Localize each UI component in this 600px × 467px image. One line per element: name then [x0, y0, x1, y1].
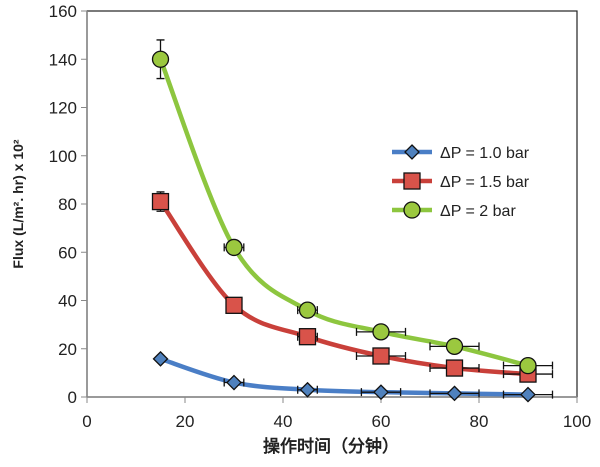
series-1	[151, 191, 554, 383]
y-tick-label: 120	[49, 99, 77, 118]
y-tick-label: 160	[49, 2, 77, 21]
series-layer	[151, 39, 554, 403]
data-point	[446, 385, 463, 402]
legend: ΔP = 1.0 bar ΔP = 1.5 bar ΔP = 2 bar	[392, 144, 530, 220]
y-tick-label: 20	[58, 340, 77, 359]
data-point	[298, 301, 317, 319]
data-point	[372, 323, 390, 341]
data-point	[151, 50, 170, 68]
y-tick-label: 40	[58, 292, 77, 311]
x-axis-label: 操作时间（分钟）	[263, 436, 399, 456]
data-point	[225, 296, 243, 314]
legend-label: ΔP = 1.0 bar	[440, 145, 530, 162]
y-tick-label: 0	[68, 388, 77, 407]
legend-label: ΔP = 2 bar	[440, 203, 516, 220]
y-tick-label: 80	[58, 195, 77, 214]
series-2	[151, 39, 554, 375]
data-point	[445, 337, 464, 355]
y-tick-label: 140	[49, 50, 77, 69]
x-tick-label: 20	[176, 412, 195, 431]
x-tick-label: 40	[274, 412, 293, 431]
legend-marker	[404, 144, 420, 160]
data-point	[151, 192, 170, 211]
data-point	[372, 347, 390, 365]
series-line	[158, 200, 529, 377]
axes: 0 20 40 60 80 100 120 140 160 0 20 40 60 80 100	[49, 2, 592, 431]
data-point	[373, 384, 389, 401]
series-line	[159, 356, 529, 397]
x-tick-label: 80	[470, 412, 489, 431]
legend-marker	[403, 172, 421, 190]
legend-marker	[403, 201, 421, 219]
x-tick-label: 0	[82, 412, 91, 431]
data-point	[445, 359, 464, 377]
data-point	[298, 328, 317, 346]
data-point	[226, 374, 242, 391]
data-point	[519, 356, 537, 375]
y-axis-label: Flux (L/m². hr) x 10²	[10, 139, 26, 268]
legend-label: ΔP = 1.5 bar	[440, 174, 530, 191]
x-tick-label: 100	[563, 412, 591, 431]
data-point	[299, 381, 316, 398]
x-tick-label: 60	[372, 412, 391, 431]
y-tick-label: 60	[58, 243, 77, 262]
data-point	[520, 386, 536, 403]
series-0	[152, 350, 554, 403]
data-point	[225, 238, 243, 257]
data-point	[152, 350, 169, 367]
y-tick-label: 100	[49, 147, 77, 166]
